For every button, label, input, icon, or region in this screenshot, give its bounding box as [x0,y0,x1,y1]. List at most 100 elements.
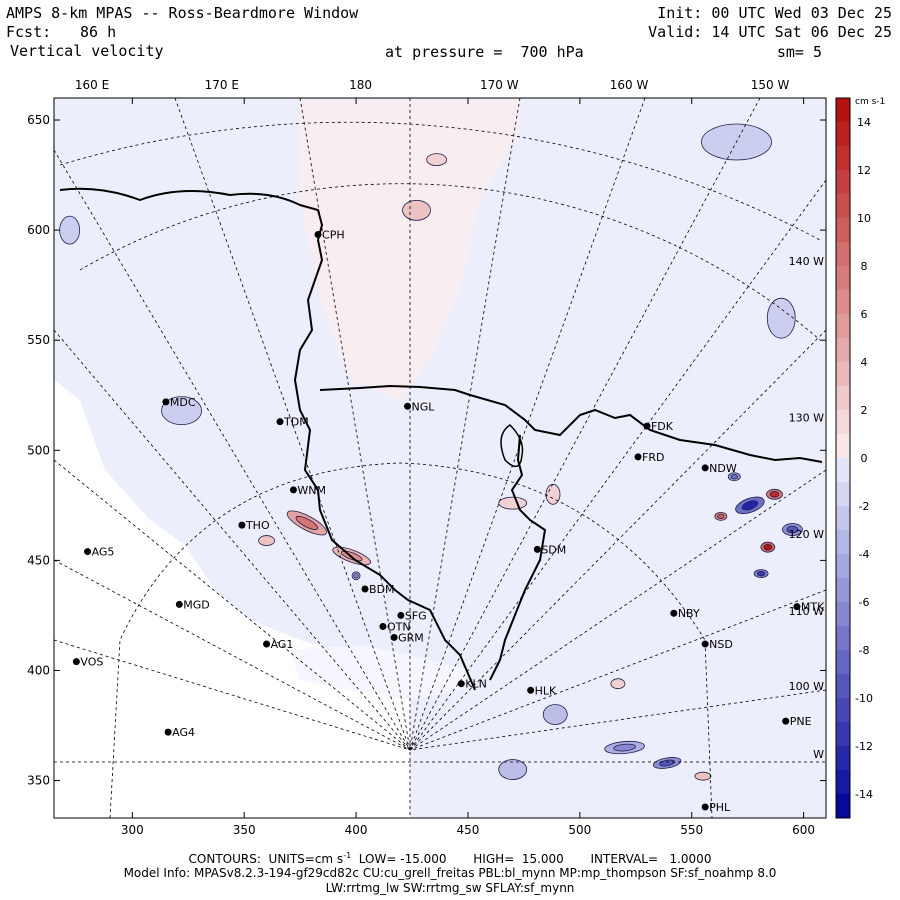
colorbar-cell [836,794,850,819]
station-label: CPH [322,229,345,242]
downdraft-core [613,743,636,752]
updraft-core [769,491,780,498]
longitude-label-right: 130 W [789,411,824,424]
colorbar-tick-label: -4 [859,548,870,561]
colorbar-tick-label: 14 [857,116,871,129]
colorbar-tick-label: 0 [861,452,868,465]
updraft-cell [402,199,431,221]
longitude-label-top: 170 E [205,78,239,92]
forecast-label: Fcst: [6,23,52,41]
pressure-level: at pressure = 700 hPa [385,43,584,61]
longitude-label-right: W [813,748,824,761]
meridian-140e [54,329,411,751]
updraft-core [717,513,725,519]
plot-frame [53,97,827,819]
station-marker [457,680,465,688]
meridian-140w [409,179,826,751]
y-tick-label: 400 [27,663,50,677]
downdraft-cell [766,297,796,339]
colorbar-cell [836,458,850,483]
no-data-region [54,380,410,818]
colorbar-cell [836,218,850,243]
colorbar-tick-label: 10 [857,212,871,225]
station-marker [314,231,322,239]
station-marker [379,622,387,630]
colorbar-cell [836,146,850,171]
downdraft-cell [59,215,81,245]
colorbar-cell [836,698,850,723]
colorbar-tick-label: -2 [859,500,870,513]
colorbar-cell [836,410,850,435]
meridian-100w [409,689,826,751]
field-name: Vertical velocity [10,42,164,60]
station-label: MDC [170,396,196,409]
weak-field-region [290,645,470,700]
station-marker [701,640,709,648]
colorbar-tick-label: -8 [859,644,870,657]
meridian-130w [409,329,826,751]
colorbar-frame [835,97,851,819]
longitude-label-top: 170 W [480,78,519,92]
downdraft-core [786,525,799,534]
colorbar-ticks: 14 12 10 8 6 4 2 0 -2 -4 -6 -8 -10 -12 -14 [855,116,873,801]
model-info-radiation: LW:rrtmg_lw SW:rrtmg_sw SFLAY:sf_mynn [325,881,575,895]
station-marker [404,402,412,410]
longitude-label-top: 150 W [751,78,790,92]
station-marker [361,585,369,593]
transantarctic-coast [59,187,476,691]
forecast-hour: 86 h [80,23,117,41]
latitude-circle-mid [79,183,821,341]
colorbar-cell [836,386,850,411]
updraft-core [295,515,319,530]
station-label: VOS [80,656,103,669]
station-label: WNM [297,484,326,497]
longitude-label-top: 160 E [75,78,109,92]
meridian-160w [409,98,646,751]
station-label: NSD [709,638,733,651]
colorbar-cell [836,434,850,459]
colorbar-cell [836,650,850,675]
station-label: MTK [801,601,825,614]
longitude-label-right: 140 W [789,255,824,268]
updraft-cell [545,483,561,505]
updraft-cell [498,496,528,510]
station-label: FRD [642,451,664,464]
meridian-170w [409,98,521,751]
colorbar-cell [836,170,850,195]
station-label: FDK [651,420,674,433]
meridian-130e [54,459,411,751]
colorbar-tick-label: 4 [861,356,868,369]
colorbar-units: cm s-1 [855,97,885,107]
x-tick-label: 600 [792,823,815,837]
station-label: KLN [465,678,487,691]
station-label: HLK [535,684,557,697]
colorbar-cell [836,194,850,219]
updraft-cell [258,535,275,546]
station-label: TDM [283,416,309,429]
station-marker [162,398,170,406]
latitude-circle-inner [109,462,713,818]
colorbar-cell [836,98,850,123]
station-marker [72,658,80,666]
station-marker [670,609,678,617]
y-tick-label: 500 [27,443,50,457]
station-label: PNE [790,715,812,728]
station-marker [701,803,709,811]
downdraft-cell [498,759,528,780]
colorbar-cell [836,746,850,771]
station-label: AG4 [172,726,195,739]
colorbar-cell [836,362,850,387]
axes: 300 350 400 450 500 550 600 350 400 450 500 550 600 6… [27,78,826,837]
contour-info: CONTOURS: UNITS=cm s-1 LOW= -15.000 HIGH… [0,851,900,866]
colorbar-cell [836,554,850,579]
updraft-core [763,544,773,551]
meridian-120e [54,559,411,751]
colorbar-cell [836,290,850,315]
colorbar-cell [836,338,850,363]
updraft-cell [610,678,626,690]
station-label: NDW [709,462,737,475]
station-label: AG1 [271,638,294,651]
x-tick-label: 400 [345,823,368,837]
y-tick-label: 650 [27,113,50,127]
